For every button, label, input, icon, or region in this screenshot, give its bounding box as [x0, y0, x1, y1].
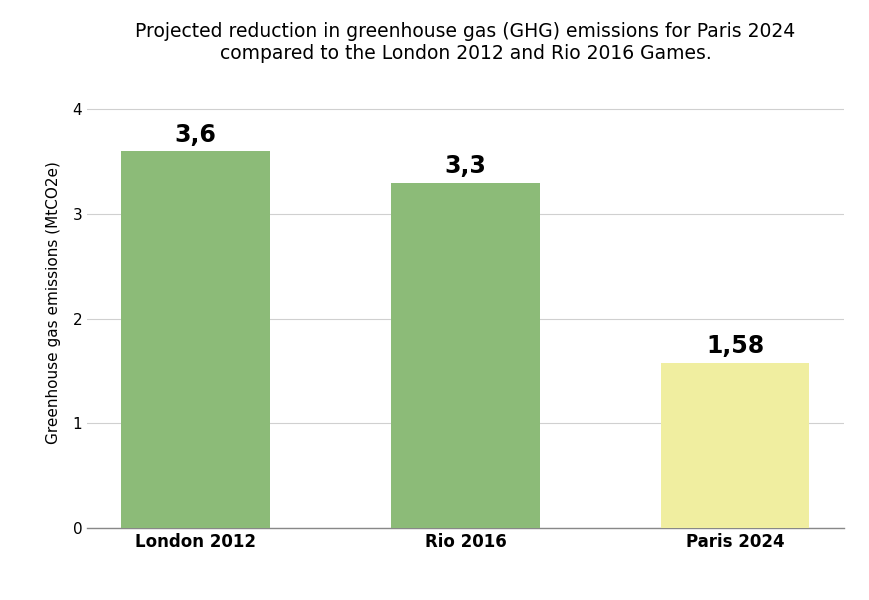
Text: 3,6: 3,6: [175, 123, 216, 147]
Y-axis label: Greenhouse gas emissions (MtCO2e): Greenhouse gas emissions (MtCO2e): [46, 161, 61, 445]
Title: Projected reduction in greenhouse gas (GHG) emissions for Paris 2024
compared to: Projected reduction in greenhouse gas (G…: [136, 22, 794, 62]
Text: 1,58: 1,58: [706, 334, 764, 358]
Bar: [660, 362, 808, 528]
Text: 3,3: 3,3: [444, 154, 486, 178]
Bar: [122, 151, 269, 528]
Bar: [391, 182, 539, 528]
